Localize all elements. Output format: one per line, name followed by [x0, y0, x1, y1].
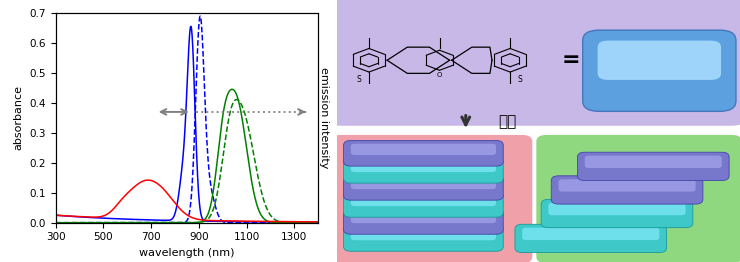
FancyBboxPatch shape [325, 0, 740, 126]
FancyBboxPatch shape [351, 144, 496, 155]
FancyBboxPatch shape [548, 203, 685, 215]
Text: S: S [518, 75, 522, 84]
Y-axis label: emission intensity: emission intensity [320, 67, 329, 168]
X-axis label: wavelength (nm): wavelength (nm) [139, 248, 235, 258]
FancyBboxPatch shape [585, 156, 722, 168]
FancyBboxPatch shape [351, 212, 496, 223]
FancyBboxPatch shape [351, 195, 496, 206]
FancyBboxPatch shape [522, 228, 659, 240]
FancyBboxPatch shape [577, 152, 729, 181]
Text: S: S [357, 75, 361, 84]
FancyBboxPatch shape [343, 226, 503, 251]
FancyBboxPatch shape [343, 140, 503, 166]
FancyBboxPatch shape [541, 199, 693, 228]
FancyBboxPatch shape [331, 135, 532, 262]
FancyBboxPatch shape [351, 178, 496, 189]
FancyBboxPatch shape [536, 135, 740, 262]
Text: 凝集: 凝集 [498, 114, 517, 129]
FancyBboxPatch shape [343, 209, 503, 234]
FancyBboxPatch shape [515, 224, 667, 253]
Text: O: O [437, 72, 443, 78]
FancyBboxPatch shape [351, 161, 496, 172]
Y-axis label: absorbance: absorbance [14, 85, 24, 150]
FancyBboxPatch shape [582, 30, 736, 111]
FancyBboxPatch shape [551, 176, 703, 204]
FancyBboxPatch shape [598, 41, 721, 80]
FancyBboxPatch shape [351, 229, 496, 240]
FancyBboxPatch shape [343, 174, 503, 200]
Text: =: = [562, 50, 580, 70]
FancyBboxPatch shape [343, 157, 503, 183]
FancyBboxPatch shape [559, 179, 696, 192]
FancyBboxPatch shape [343, 192, 503, 217]
